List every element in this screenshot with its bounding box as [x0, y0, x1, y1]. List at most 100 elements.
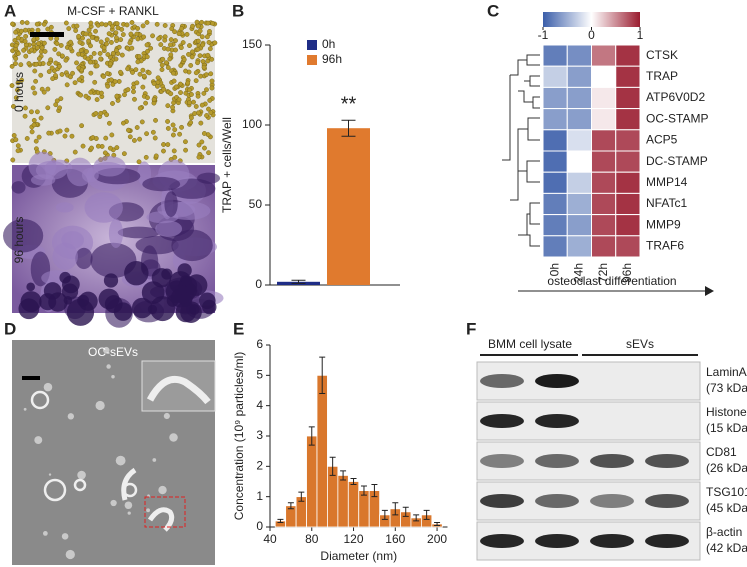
cell: [198, 120, 204, 126]
cell: [32, 90, 38, 96]
scale-bar: [30, 32, 64, 37]
band: [590, 454, 634, 468]
particle: [169, 433, 178, 442]
cell: [181, 57, 187, 62]
cell: [76, 65, 82, 71]
cell: [98, 56, 104, 62]
cell: [55, 202, 74, 213]
cell: [15, 80, 21, 86]
cell: [130, 70, 135, 75]
cell: [135, 59, 141, 65]
row-label: NFATc1: [646, 196, 687, 210]
cell: [127, 134, 133, 140]
error-bar: [413, 514, 420, 522]
cell: [139, 119, 145, 125]
cell: [140, 84, 146, 90]
cell: [57, 128, 63, 134]
cell: [195, 23, 201, 29]
particle: [102, 346, 110, 354]
cell: [152, 135, 158, 141]
cell: [134, 80, 140, 86]
cell: [141, 73, 147, 79]
cell: [125, 66, 131, 72]
heat-cell: [542, 235, 568, 258]
cell: [178, 45, 184, 50]
cell: [204, 87, 209, 93]
cell: [48, 292, 68, 312]
cell: [183, 139, 188, 145]
cell: [165, 142, 171, 147]
heat-cell: [542, 214, 568, 237]
panel-label: E: [233, 319, 244, 338]
cell: [110, 50, 116, 56]
band: [535, 454, 579, 468]
cell: [169, 26, 175, 32]
error-bar: [319, 356, 326, 395]
cell: [177, 131, 183, 137]
cell: [193, 78, 199, 84]
cell: [122, 92, 127, 98]
cell: [93, 136, 99, 141]
cell: [11, 104, 16, 109]
cell: [207, 46, 213, 52]
legend-label: 96h: [322, 52, 342, 66]
cell: [77, 39, 83, 45]
band: [535, 374, 579, 388]
heat-cell: [615, 235, 641, 258]
cell: [50, 76, 56, 82]
cell: [107, 20, 113, 26]
cell: [173, 38, 178, 43]
cell: [19, 19, 25, 25]
cell: [137, 136, 142, 142]
inset-vesicle: [146, 375, 211, 405]
cell: [21, 47, 27, 53]
cell: [184, 31, 190, 37]
cell: [33, 61, 39, 67]
cell: [24, 20, 30, 26]
cell: [101, 45, 107, 51]
cell: [93, 155, 126, 177]
arrow-head: [705, 286, 714, 296]
cell: [104, 41, 109, 47]
cell: [94, 63, 100, 69]
panel-label: D: [4, 319, 16, 338]
heat-cell: [591, 235, 617, 258]
cell: [190, 23, 195, 29]
band-size: (73 kDa): [706, 381, 747, 395]
row-label: CTSK: [646, 48, 678, 62]
heat-cell: [566, 108, 592, 131]
cell: [46, 69, 52, 74]
cell: [99, 21, 105, 27]
cell: [59, 72, 65, 77]
cell: [64, 127, 70, 133]
cell: [42, 40, 47, 46]
cell: [170, 122, 176, 128]
cell: [59, 53, 65, 59]
cell: [92, 79, 98, 85]
cell: [204, 113, 209, 118]
band: [480, 454, 524, 468]
cell: [151, 268, 172, 288]
particle: [23, 407, 27, 411]
cell: [171, 148, 177, 154]
cell: [195, 60, 200, 66]
cell: [144, 131, 149, 137]
cell: [201, 90, 207, 96]
cell: [22, 113, 28, 119]
cell: [89, 35, 95, 40]
cell: [141, 34, 147, 40]
cell: [88, 70, 94, 76]
vesicle: [121, 467, 175, 532]
cell: [11, 133, 17, 138]
band: [535, 414, 579, 428]
colorbar: [543, 12, 640, 27]
cell: [207, 29, 212, 34]
cell: [54, 36, 60, 42]
cell: [180, 301, 202, 323]
y-tick-label: 150: [242, 37, 262, 51]
cell: [107, 145, 113, 151]
cell: [41, 21, 47, 27]
cell: [26, 61, 32, 66]
heat-cell: [591, 65, 617, 88]
band-size: (42 kDa): [706, 541, 747, 555]
